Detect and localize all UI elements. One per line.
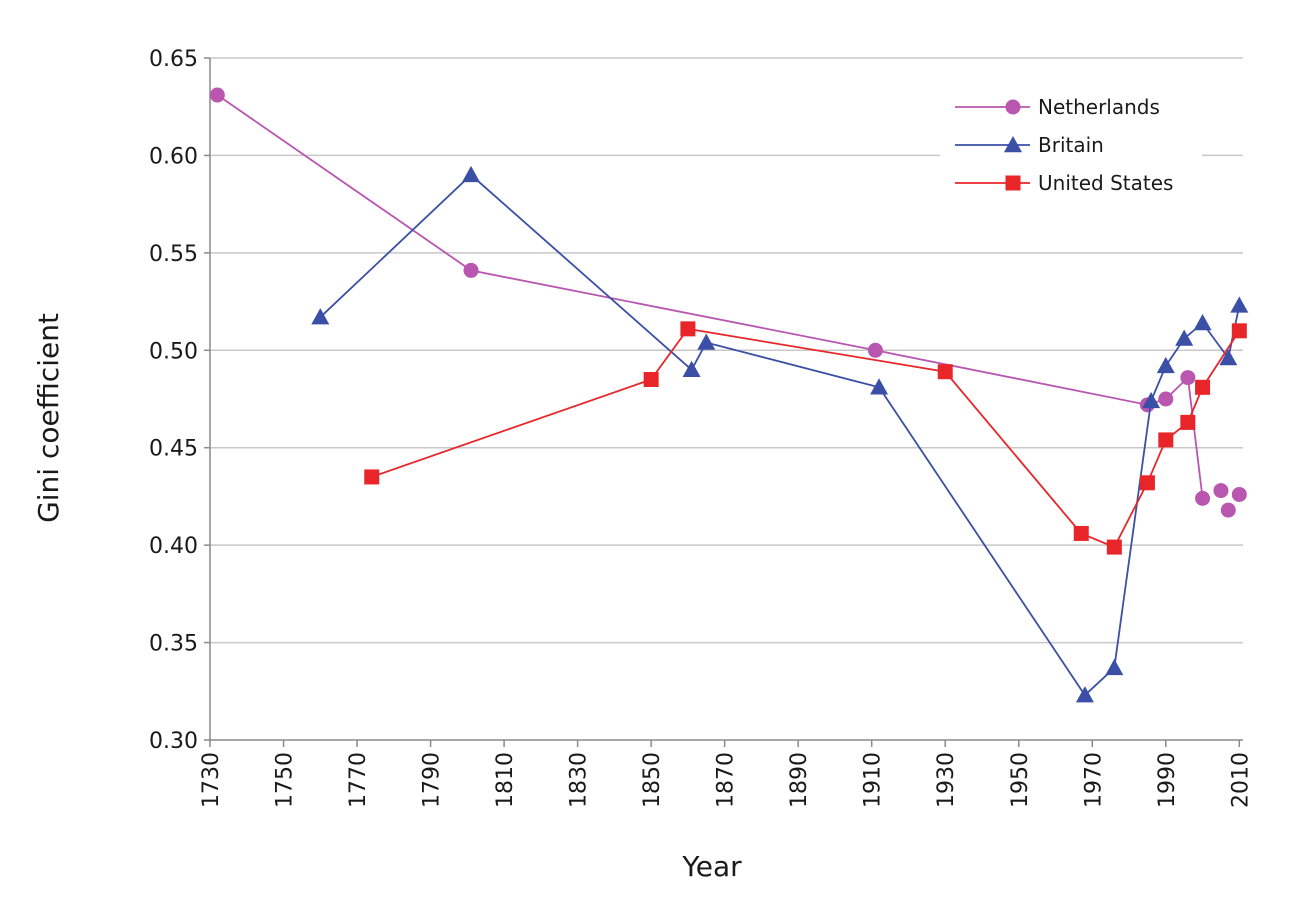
data-point-britain: [1175, 329, 1194, 346]
data-point-netherlands: [209, 87, 225, 103]
data-point-netherlands: [1220, 502, 1236, 518]
x-tick-label: 1990: [1155, 752, 1180, 808]
data-point-britain: [682, 360, 701, 377]
y-tick-label: 0.50: [149, 339, 198, 364]
data-point-britain: [311, 308, 330, 325]
data-point-britain: [1075, 686, 1094, 703]
data-point-britain: [1105, 658, 1124, 676]
data-point-united-states: [643, 372, 659, 388]
data-point-united-states: [937, 364, 953, 380]
x-tick-label: 1810: [493, 752, 518, 808]
data-point-britain: [870, 378, 889, 395]
x-tick-label: 1850: [640, 752, 665, 808]
x-tick-label: 1790: [420, 752, 445, 808]
data-point-netherlands: [463, 262, 479, 278]
x-tick-label: 1830: [567, 752, 592, 808]
data-point-united-states: [1106, 539, 1122, 555]
data-point-britain: [1230, 296, 1249, 313]
x-axis-ticks: 1730 1750 1770 1790 1810 1830 1850 1870 1890 1910…: [199, 752, 1253, 808]
data-point-netherlands: [1213, 483, 1229, 499]
legend-marker-britain: [1004, 136, 1022, 153]
data-point-netherlands: [867, 342, 883, 358]
legend-item-britain: Britain: [955, 133, 1104, 157]
y-tick-label: 0.45: [149, 437, 198, 462]
x-tick-label: 1930: [934, 752, 959, 808]
data-point-britain: [462, 165, 481, 183]
y-tick-label: 0.40: [149, 534, 198, 559]
data-point-united-states: [1180, 414, 1196, 430]
data-point-united-states: [680, 321, 696, 337]
data-point-united-states: [364, 469, 380, 485]
x-tick-label: 1870: [714, 752, 739, 808]
y-axis-title: Gini coefficient: [32, 313, 65, 523]
data-point-united-states: [1073, 525, 1089, 541]
data-point-netherlands: [1180, 370, 1196, 386]
y-tick-label: 0.55: [149, 242, 198, 267]
data-point-netherlands: [1231, 486, 1247, 502]
data-series: [209, 87, 1249, 703]
y-axis-ticks: 0.30 0.35 0.40 0.45 0.50 0.55 0.60 0.65: [149, 47, 198, 754]
data-point-britain: [1156, 356, 1175, 374]
data-point-britain: [1219, 349, 1238, 366]
legend-marker-netherlands: [1005, 99, 1021, 115]
x-tick-label: 1890: [787, 752, 812, 808]
data-point-united-states: [1139, 475, 1155, 491]
data-point-netherlands: [1158, 391, 1174, 407]
legend-marker-united-states: [1005, 175, 1021, 191]
data-point-britain: [697, 333, 716, 350]
legend-item-netherlands: Netherlands: [955, 95, 1160, 119]
data-point-britain: [1193, 314, 1212, 331]
legend-label: United States: [1038, 171, 1173, 195]
x-tick-label: 1950: [1008, 752, 1033, 808]
data-point-britain: [1142, 391, 1161, 409]
y-tick-label: 0.65: [149, 47, 198, 72]
legend-label: Netherlands: [1038, 95, 1160, 119]
legend-item-united-states: United States: [955, 171, 1173, 195]
series-united-states: [364, 321, 1247, 555]
data-point-netherlands: [1195, 490, 1211, 506]
x-axis-title: Year: [681, 850, 742, 883]
y-tick-label: 0.60: [149, 144, 198, 169]
x-tick-label: 2010: [1228, 752, 1253, 808]
legend: Netherlands Britain United States: [940, 78, 1202, 206]
x-tick-label: 1750: [273, 752, 298, 808]
series-britain: [311, 165, 1249, 703]
data-point-united-states: [1195, 379, 1211, 395]
legend-background: [940, 78, 1202, 206]
grid-lines: [210, 57, 1243, 644]
legend-label: Britain: [1038, 133, 1104, 157]
axes: [204, 57, 1243, 747]
series-line-united-states: [371, 327, 1241, 549]
y-tick-label: 0.35: [149, 632, 198, 657]
x-tick-label: 1910: [861, 752, 886, 808]
x-tick-label: 1730: [199, 752, 224, 808]
data-point-united-states: [1231, 323, 1247, 339]
x-tick-label: 1770: [346, 752, 371, 808]
x-tick-label: 1970: [1081, 752, 1106, 808]
data-point-united-states: [1158, 432, 1174, 448]
y-tick-label: 0.30: [149, 729, 198, 754]
